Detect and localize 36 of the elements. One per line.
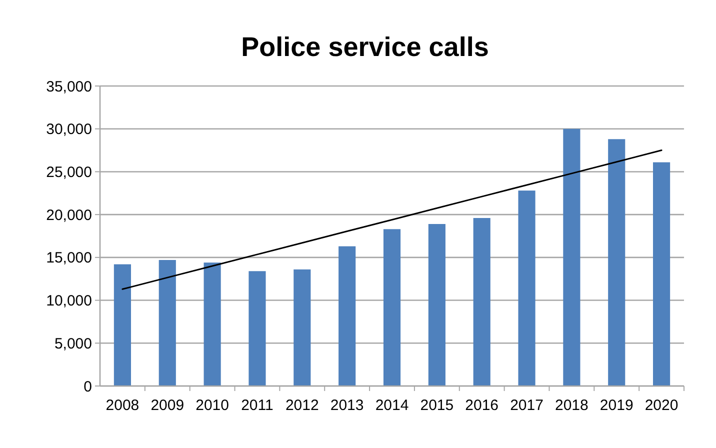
line-series bbox=[122, 150, 662, 290]
x-tick-label: 2020 bbox=[644, 397, 678, 414]
y-tick-label: 30,000 bbox=[46, 121, 92, 138]
bar bbox=[248, 271, 266, 386]
x-tick-label: 2015 bbox=[420, 397, 454, 414]
bar bbox=[428, 224, 446, 386]
x-tick-label: 2017 bbox=[510, 397, 544, 414]
x-tick-label: 2014 bbox=[375, 397, 409, 414]
bar bbox=[518, 190, 536, 386]
bar bbox=[653, 162, 670, 386]
x-tick-label: 2016 bbox=[465, 397, 499, 414]
y-tick-label: 15,000 bbox=[46, 250, 92, 267]
y-tick-label: 35,000 bbox=[46, 78, 92, 96]
chart-title: Police service calls bbox=[241, 32, 489, 62]
bar bbox=[473, 218, 490, 386]
x-tick-label: 2019 bbox=[600, 397, 634, 414]
bar bbox=[563, 128, 580, 386]
bar bbox=[294, 269, 311, 386]
y-tick-label: 20,000 bbox=[46, 206, 92, 224]
y-tick-label: 0 bbox=[84, 378, 92, 396]
x-tick-label: 2009 bbox=[150, 397, 184, 414]
bar bbox=[204, 262, 221, 386]
x-tick-label: 2008 bbox=[106, 397, 140, 414]
y-tick-label: 10,000 bbox=[46, 292, 92, 310]
bar bbox=[114, 264, 131, 386]
bar bbox=[383, 229, 401, 386]
x-tick-label: 2018 bbox=[555, 397, 588, 414]
bar bbox=[608, 139, 626, 386]
x-tick-label: 2013 bbox=[330, 397, 364, 414]
y-tick-label: 5,000 bbox=[54, 335, 92, 352]
x-tick-label: 2011 bbox=[241, 397, 274, 414]
bar bbox=[338, 246, 356, 386]
x-tick-label: 2012 bbox=[285, 397, 319, 414]
x-tick-label: 2010 bbox=[196, 397, 229, 414]
bar bbox=[158, 260, 176, 386]
y-tick-label: 25,000 bbox=[46, 164, 92, 181]
